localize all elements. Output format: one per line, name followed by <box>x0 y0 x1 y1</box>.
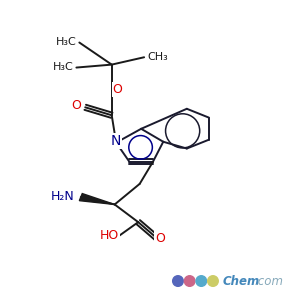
Text: H₃C: H₃C <box>56 37 76 47</box>
Circle shape <box>184 276 195 286</box>
Text: O: O <box>155 232 165 245</box>
Text: O: O <box>113 83 122 96</box>
Text: H₂N: H₂N <box>51 190 74 203</box>
Polygon shape <box>79 194 115 205</box>
Text: HO: HO <box>100 229 119 242</box>
Text: N: N <box>110 134 121 148</box>
Circle shape <box>173 276 183 286</box>
Text: .com: .com <box>254 274 284 287</box>
Circle shape <box>196 276 207 286</box>
Text: Chem: Chem <box>222 274 260 287</box>
Text: H₃C: H₃C <box>53 62 74 72</box>
Text: O: O <box>71 99 81 112</box>
Text: CH₃: CH₃ <box>147 52 168 62</box>
Circle shape <box>208 276 218 286</box>
